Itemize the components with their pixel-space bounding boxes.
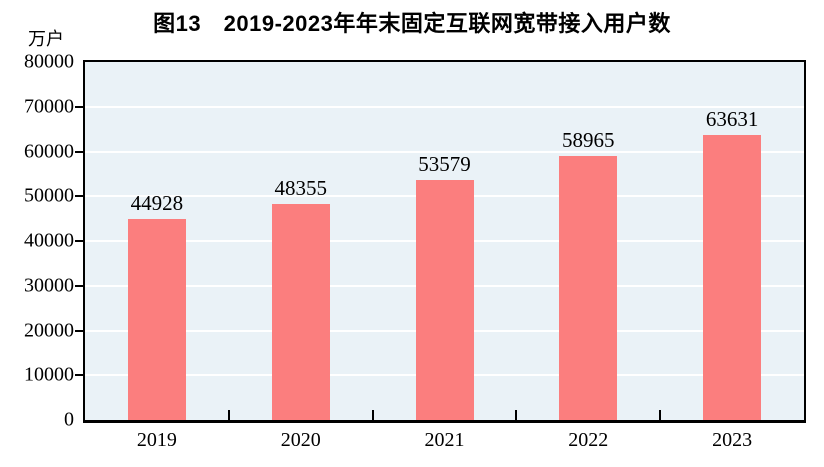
y-tick-mark bbox=[75, 240, 83, 242]
bar bbox=[415, 180, 474, 420]
bar bbox=[703, 135, 762, 420]
y-axis: 0 10000 20000 30000 40000 50000 60000 70000 8000… bbox=[0, 51, 74, 431]
bar-value-label: 44928 bbox=[130, 190, 184, 215]
bar bbox=[271, 203, 330, 420]
x-tick-label: 2022 bbox=[568, 429, 609, 451]
y-tick-label: 50000 bbox=[24, 184, 74, 207]
y-tick-mark bbox=[75, 329, 83, 332]
x-tick-label: 2021 bbox=[424, 429, 465, 451]
y-tick-mark bbox=[75, 284, 83, 287]
plot-inner: 44928 48355 53579 58965 63631 bbox=[85, 62, 804, 420]
y-axis-unit-label: 万户 bbox=[28, 29, 64, 49]
chart-title: 图13 2019-2023年年末固定互联网宽带接入用户数 bbox=[153, 11, 671, 36]
bar-value-label: 48355 bbox=[274, 175, 327, 200]
x-tick-mark bbox=[515, 410, 518, 420]
bar-value-label: 53579 bbox=[418, 152, 471, 177]
bar-value-label: 63631 bbox=[705, 107, 759, 132]
bar bbox=[127, 218, 186, 420]
y-tick-label: 30000 bbox=[24, 274, 74, 297]
x-tick-label: 2020 bbox=[280, 429, 321, 451]
gridline bbox=[85, 150, 804, 153]
y-tick-label: 80000 bbox=[24, 50, 74, 73]
x-tick-mark bbox=[659, 410, 662, 420]
x-tick-mark bbox=[227, 410, 230, 420]
bar-value-label: 58965 bbox=[562, 128, 615, 153]
x-tick-mark bbox=[371, 410, 374, 420]
x-tick-label: 2019 bbox=[136, 429, 177, 451]
y-tick-mark bbox=[75, 105, 83, 108]
y-tick-label: 60000 bbox=[24, 140, 74, 162]
plot-area: 44928 48355 53579 58965 63631 bbox=[83, 60, 806, 423]
y-tick-mark bbox=[75, 150, 83, 153]
y-tick-label: 20000 bbox=[24, 319, 74, 341]
x-tick-label: 2023 bbox=[712, 429, 753, 451]
bar bbox=[559, 156, 618, 420]
gridline bbox=[85, 105, 804, 108]
y-tick-mark bbox=[75, 374, 83, 377]
y-tick-label: 40000 bbox=[24, 229, 74, 252]
y-tick-mark bbox=[75, 195, 83, 198]
x-axis: 2019 2020 2021 2022 2023 bbox=[85, 429, 804, 455]
y-tick-label: 0 bbox=[64, 408, 74, 431]
y-tick-label: 10000 bbox=[24, 363, 74, 386]
y-tick-label: 70000 bbox=[24, 95, 74, 118]
